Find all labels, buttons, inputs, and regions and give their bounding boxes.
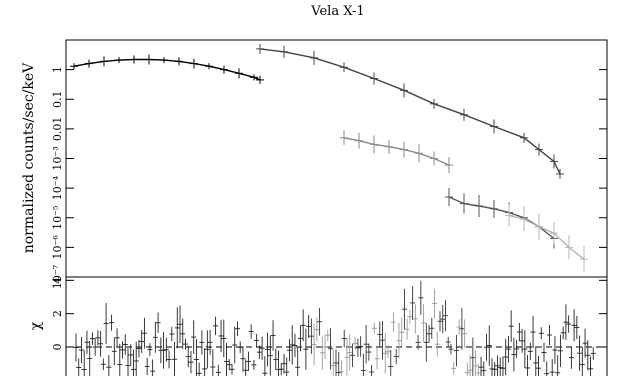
residual-y-tick-label: 4 <box>51 277 64 284</box>
spectrum-y-ticks: 1 0.1 0.01 10⁻³ 10⁻⁴ 10⁻⁵ 10⁻⁶ 10⁻⁷ <box>51 66 607 289</box>
spectrum-series <box>70 43 588 273</box>
residual-panel: 4 2 0 -2 χ <box>28 276 608 376</box>
residual-y-tick-label: 0 <box>51 344 64 351</box>
spectrum-y-tick-label: 10⁻⁷ <box>51 264 64 289</box>
spectrum-series-line <box>508 214 585 260</box>
spectrum-series-line <box>343 137 450 166</box>
spectrum-panel: 1 0.1 0.01 10⁻³ 10⁻⁴ 10⁻⁵ 10⁻⁶ 10⁻⁷ normalized … <box>21 39 608 289</box>
spectrum-series-line <box>259 48 561 175</box>
spectrum-y-tick-label: 10⁻³ <box>51 146 64 170</box>
spectrum-y-tick-label: 10⁻⁵ <box>51 206 64 230</box>
spectrum-y-tick-label: 1 <box>51 66 64 73</box>
spectrum-plot-frame <box>65 39 608 278</box>
spectrum-y-tick-label: 10⁻⁴ <box>51 175 64 200</box>
spectrum-y-tick-label: 10⁻⁶ <box>51 235 64 260</box>
spectrum-series-line <box>73 58 261 81</box>
spectrum-y-axis-label: normalized counts/sec/keV <box>21 62 37 253</box>
residual-plot-frame <box>65 276 608 376</box>
chart-title: Vela X-1 <box>310 4 364 19</box>
residual-y-tick-label: 2 <box>51 310 64 317</box>
residual-points <box>73 280 596 376</box>
spectrum-y-tick-label: 0.01 <box>51 117 64 142</box>
residual-y-tick-label: -2 <box>51 375 64 376</box>
residual-y-axis-label: χ <box>28 321 44 330</box>
spectrum-y-tick-label: 0.1 <box>51 91 64 109</box>
